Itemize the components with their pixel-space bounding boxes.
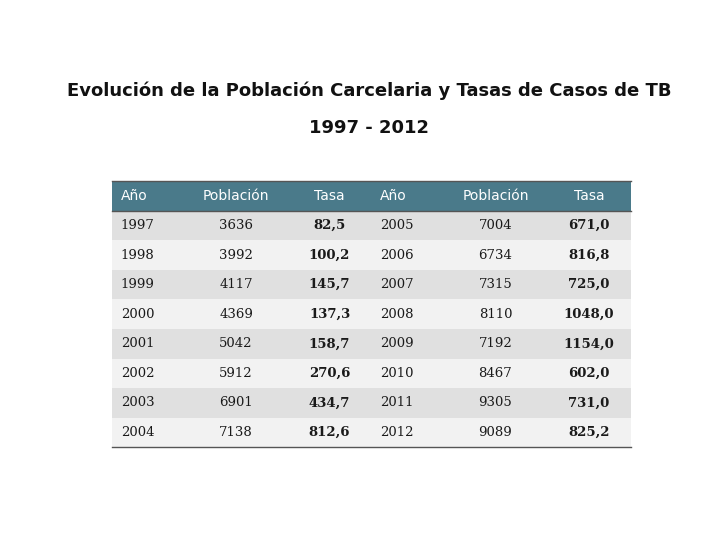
Text: 100,2: 100,2 — [309, 248, 350, 262]
Text: 1998: 1998 — [121, 248, 154, 262]
Text: 3992: 3992 — [219, 248, 253, 262]
Text: 2009: 2009 — [380, 338, 414, 350]
Text: 7192: 7192 — [479, 338, 513, 350]
Text: Año: Año — [380, 189, 407, 203]
Bar — [112, 270, 631, 300]
Text: 5042: 5042 — [220, 338, 253, 350]
Text: 8467: 8467 — [479, 367, 513, 380]
Text: Año: Año — [121, 189, 148, 203]
Text: 7138: 7138 — [219, 426, 253, 439]
Text: 9305: 9305 — [479, 396, 513, 409]
Text: 137,3: 137,3 — [309, 308, 350, 321]
Text: 725,0: 725,0 — [568, 278, 610, 291]
Text: 9089: 9089 — [479, 426, 513, 439]
Text: 4117: 4117 — [219, 278, 253, 291]
Text: 2012: 2012 — [380, 426, 414, 439]
Text: 2008: 2008 — [380, 308, 414, 321]
Text: 1154,0: 1154,0 — [564, 338, 614, 350]
Text: 8110: 8110 — [479, 308, 512, 321]
Bar — [112, 240, 631, 270]
Text: 4369: 4369 — [219, 308, 253, 321]
Text: Tasa: Tasa — [314, 189, 345, 203]
Bar — [112, 329, 631, 359]
Text: 434,7: 434,7 — [309, 396, 350, 409]
Text: 825,2: 825,2 — [568, 426, 610, 439]
Text: Población: Población — [462, 189, 528, 203]
Text: 7315: 7315 — [479, 278, 513, 291]
Text: 2004: 2004 — [121, 426, 154, 439]
Text: Población: Población — [203, 189, 269, 203]
Text: 1997 - 2012: 1997 - 2012 — [309, 119, 429, 137]
Text: 816,8: 816,8 — [568, 248, 610, 262]
Text: 2001: 2001 — [121, 338, 154, 350]
Text: 5912: 5912 — [219, 367, 253, 380]
Bar — [112, 211, 631, 240]
Text: 2003: 2003 — [121, 396, 154, 409]
Text: 1997: 1997 — [121, 219, 155, 232]
Text: Evolución de la Población Carcelaria y Tasas de Casos de TB: Evolución de la Población Carcelaria y T… — [67, 82, 671, 100]
Bar — [112, 359, 631, 388]
Text: 1999: 1999 — [121, 278, 155, 291]
Bar — [112, 418, 631, 447]
Text: 145,7: 145,7 — [309, 278, 351, 291]
Text: 2011: 2011 — [380, 396, 414, 409]
Text: 7004: 7004 — [479, 219, 513, 232]
Text: 2007: 2007 — [380, 278, 414, 291]
Text: 6734: 6734 — [479, 248, 513, 262]
Text: 602,0: 602,0 — [568, 367, 610, 380]
Text: 3636: 3636 — [219, 219, 253, 232]
Text: 731,0: 731,0 — [568, 396, 610, 409]
Text: 671,0: 671,0 — [568, 219, 610, 232]
Text: 2006: 2006 — [380, 248, 414, 262]
Text: 158,7: 158,7 — [309, 338, 350, 350]
Text: 6901: 6901 — [219, 396, 253, 409]
Bar — [112, 388, 631, 418]
Text: 1048,0: 1048,0 — [564, 308, 614, 321]
Text: 2000: 2000 — [121, 308, 154, 321]
Text: 812,6: 812,6 — [309, 426, 351, 439]
Text: 270,6: 270,6 — [309, 367, 350, 380]
Text: 2005: 2005 — [380, 219, 414, 232]
Text: 2002: 2002 — [121, 367, 154, 380]
Text: 2010: 2010 — [380, 367, 414, 380]
Bar — [112, 300, 631, 329]
Text: Tasa: Tasa — [574, 189, 604, 203]
Text: 82,5: 82,5 — [313, 219, 346, 232]
Bar — [112, 181, 631, 211]
